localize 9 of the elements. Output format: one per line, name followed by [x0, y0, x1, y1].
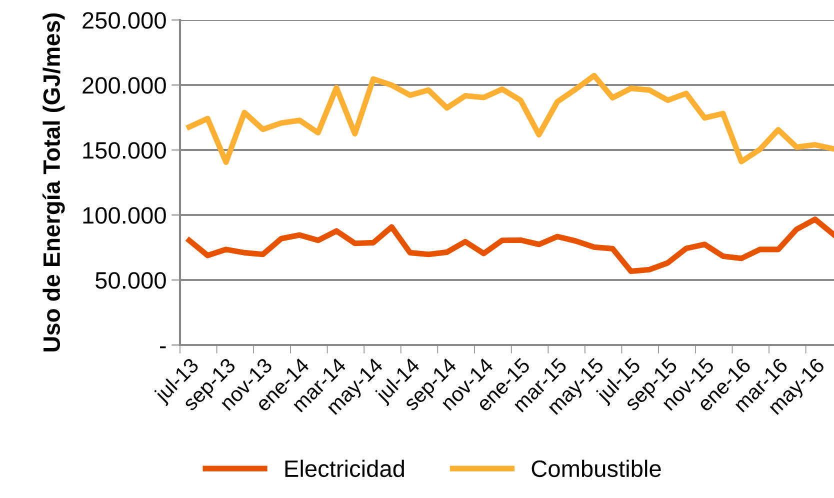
y-tick-label: 250.000 [82, 12, 166, 29]
legend-label: Electricidad [285, 460, 404, 478]
y-tick-label: 50.000 [96, 272, 166, 289]
legend-label: Combustible [532, 460, 661, 478]
y-axis-title: Uso de Energía Total (GJ/mes) [42, 13, 65, 352]
y-tick-label: - [160, 346, 166, 348]
y-tick-label: 200.000 [82, 77, 166, 94]
y-tick-label: 100.000 [83, 207, 166, 224]
y-tick-label: 150.000 [83, 142, 166, 159]
